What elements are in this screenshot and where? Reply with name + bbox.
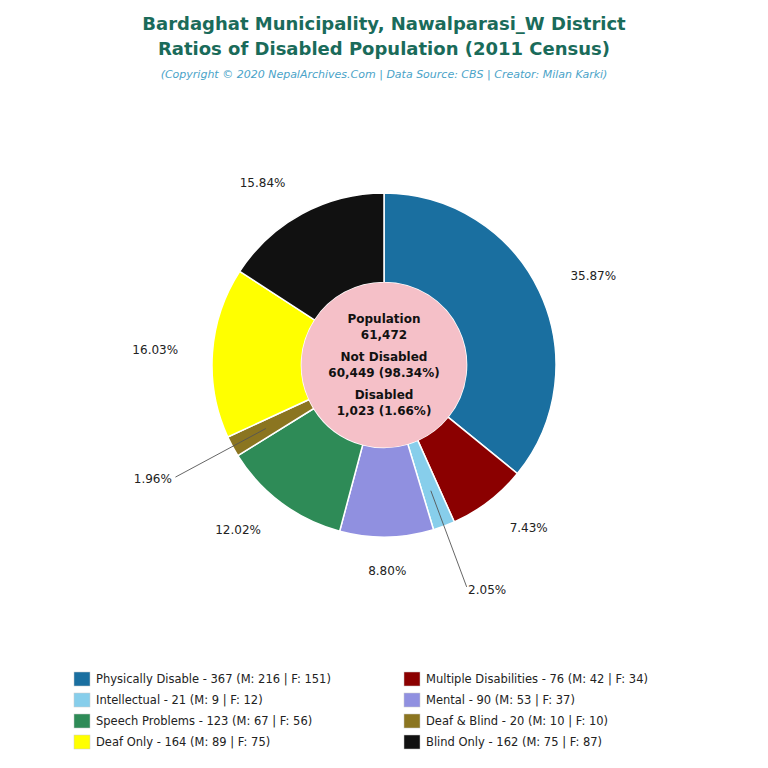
legend-entry: Physically Disable - 367 (M: 216 | F: 15… xyxy=(96,672,331,686)
data-label: 12.02% xyxy=(215,523,261,537)
legend-swatch xyxy=(404,672,420,686)
center-circle xyxy=(301,282,466,447)
data-label: 16.03% xyxy=(132,343,178,357)
legend-entry: Deaf & Blind - 20 (M: 10 | F: 10) xyxy=(426,714,608,728)
data-labels: 35.87% 7.43% 2.05% 8.80% 12.02% 1.96% 16.03% 15… xyxy=(132,176,616,597)
data-label: 7.43% xyxy=(510,521,548,535)
legend-swatch xyxy=(74,693,90,707)
legend-swatch xyxy=(74,714,90,728)
data-label: 8.80% xyxy=(368,564,406,578)
legend-entry: Intellectual - 21 (M: 9 | F: 12) xyxy=(96,693,263,707)
data-label: 35.87% xyxy=(570,269,616,283)
legend-entry: Deaf Only - 164 (M: 89 | F: 75) xyxy=(96,735,270,749)
center-annotation: Not Disabled xyxy=(341,350,428,364)
legend-swatch xyxy=(404,714,420,728)
slices xyxy=(212,193,556,537)
data-label: 2.05% xyxy=(468,583,506,597)
legend-swatch xyxy=(404,693,420,707)
center-annotation: Population xyxy=(347,312,420,326)
title: Ratios of Disabled Population (2011 Cens… xyxy=(158,38,610,59)
title: Bardaghat Municipality, Nawalparasi_W Di… xyxy=(142,13,626,34)
center-annotation: 61,472 xyxy=(361,328,407,342)
legend-entry: Multiple Disabilities - 76 (M: 42 | F: 3… xyxy=(426,672,648,686)
leader-line xyxy=(175,429,265,478)
data-label: 1.96% xyxy=(134,472,172,486)
legend-entry: Blind Only - 162 (M: 75 | F: 87) xyxy=(426,735,602,749)
center-annotation: 60,449 (98.34%) xyxy=(328,366,439,380)
leader-line xyxy=(431,491,467,587)
legend-entry: Speech Problems - 123 (M: 67 | F: 56) xyxy=(96,714,312,728)
legend-swatch xyxy=(74,672,90,686)
data-label: 15.84% xyxy=(240,176,286,190)
legend-swatch xyxy=(404,735,420,749)
subtitle: (Copyright © 2020 NepalArchives.Com | Da… xyxy=(161,68,608,81)
legend: Physically Disable - 367 (M: 216 | F: 15… xyxy=(74,672,648,750)
center-annotation: Disabled xyxy=(355,388,414,402)
legend-swatch xyxy=(74,735,90,749)
chart: Bardaghat Municipality, Nawalparasi_W Di… xyxy=(0,0,768,768)
background xyxy=(0,0,768,768)
center-annotation: 1,023 (1.66%) xyxy=(337,404,432,418)
legend-entry: Mental - 90 (M: 53 | F: 37) xyxy=(426,693,575,707)
